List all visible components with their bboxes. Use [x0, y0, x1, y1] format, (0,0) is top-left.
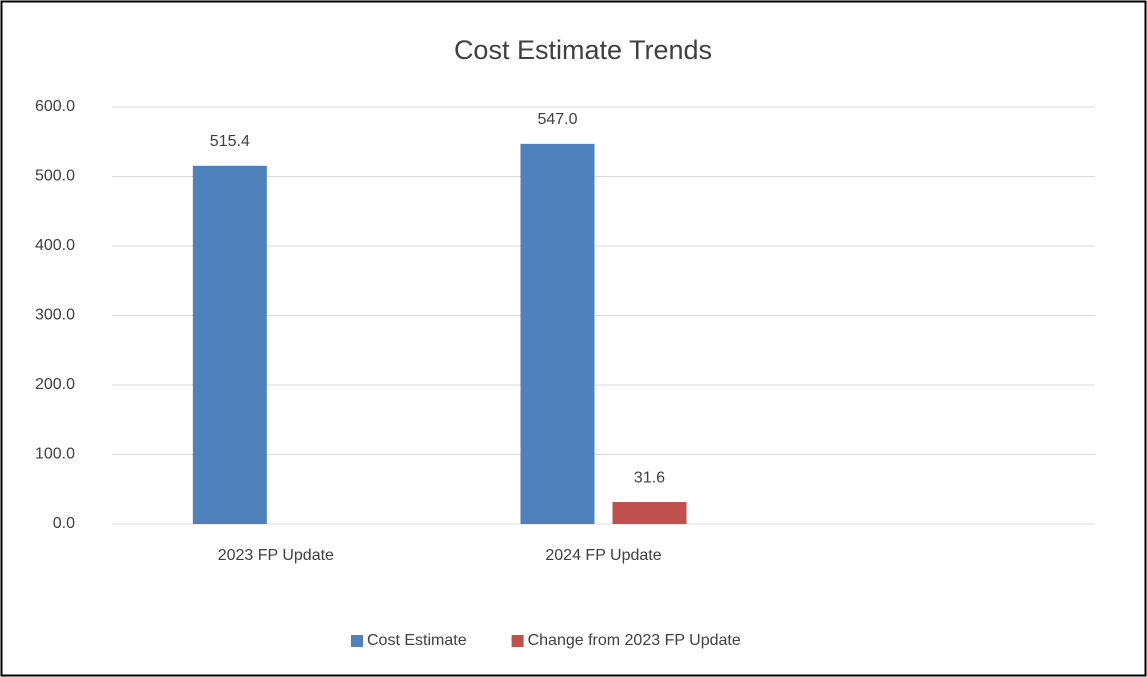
y-tick-label: 600.0 — [35, 98, 75, 115]
bar — [192, 165, 267, 524]
x-tick-label: 2023 FP Update — [218, 547, 334, 564]
y-tick-label: 500.0 — [35, 168, 75, 185]
y-tick-label: 100.0 — [35, 446, 75, 463]
data-label: 547.0 — [537, 111, 577, 128]
legend-label: Cost Estimate — [367, 632, 467, 649]
legend-swatch — [511, 635, 524, 647]
chart-title: Cost Estimate Trends — [454, 35, 712, 65]
y-tick-label: 200.0 — [35, 376, 75, 393]
bar — [520, 143, 595, 524]
y-tick-label: 300.0 — [35, 307, 75, 324]
data-label: 31.6 — [634, 469, 665, 486]
y-tick-label: 400.0 — [35, 237, 75, 254]
data-label: 515.4 — [210, 133, 250, 150]
legend-label: Change from 2023 FP Update — [528, 632, 741, 649]
x-tick-label: 2024 FP Update — [545, 547, 661, 564]
y-tick-label: 0.0 — [53, 515, 75, 532]
bar — [612, 502, 687, 524]
legend-swatch — [351, 635, 363, 647]
